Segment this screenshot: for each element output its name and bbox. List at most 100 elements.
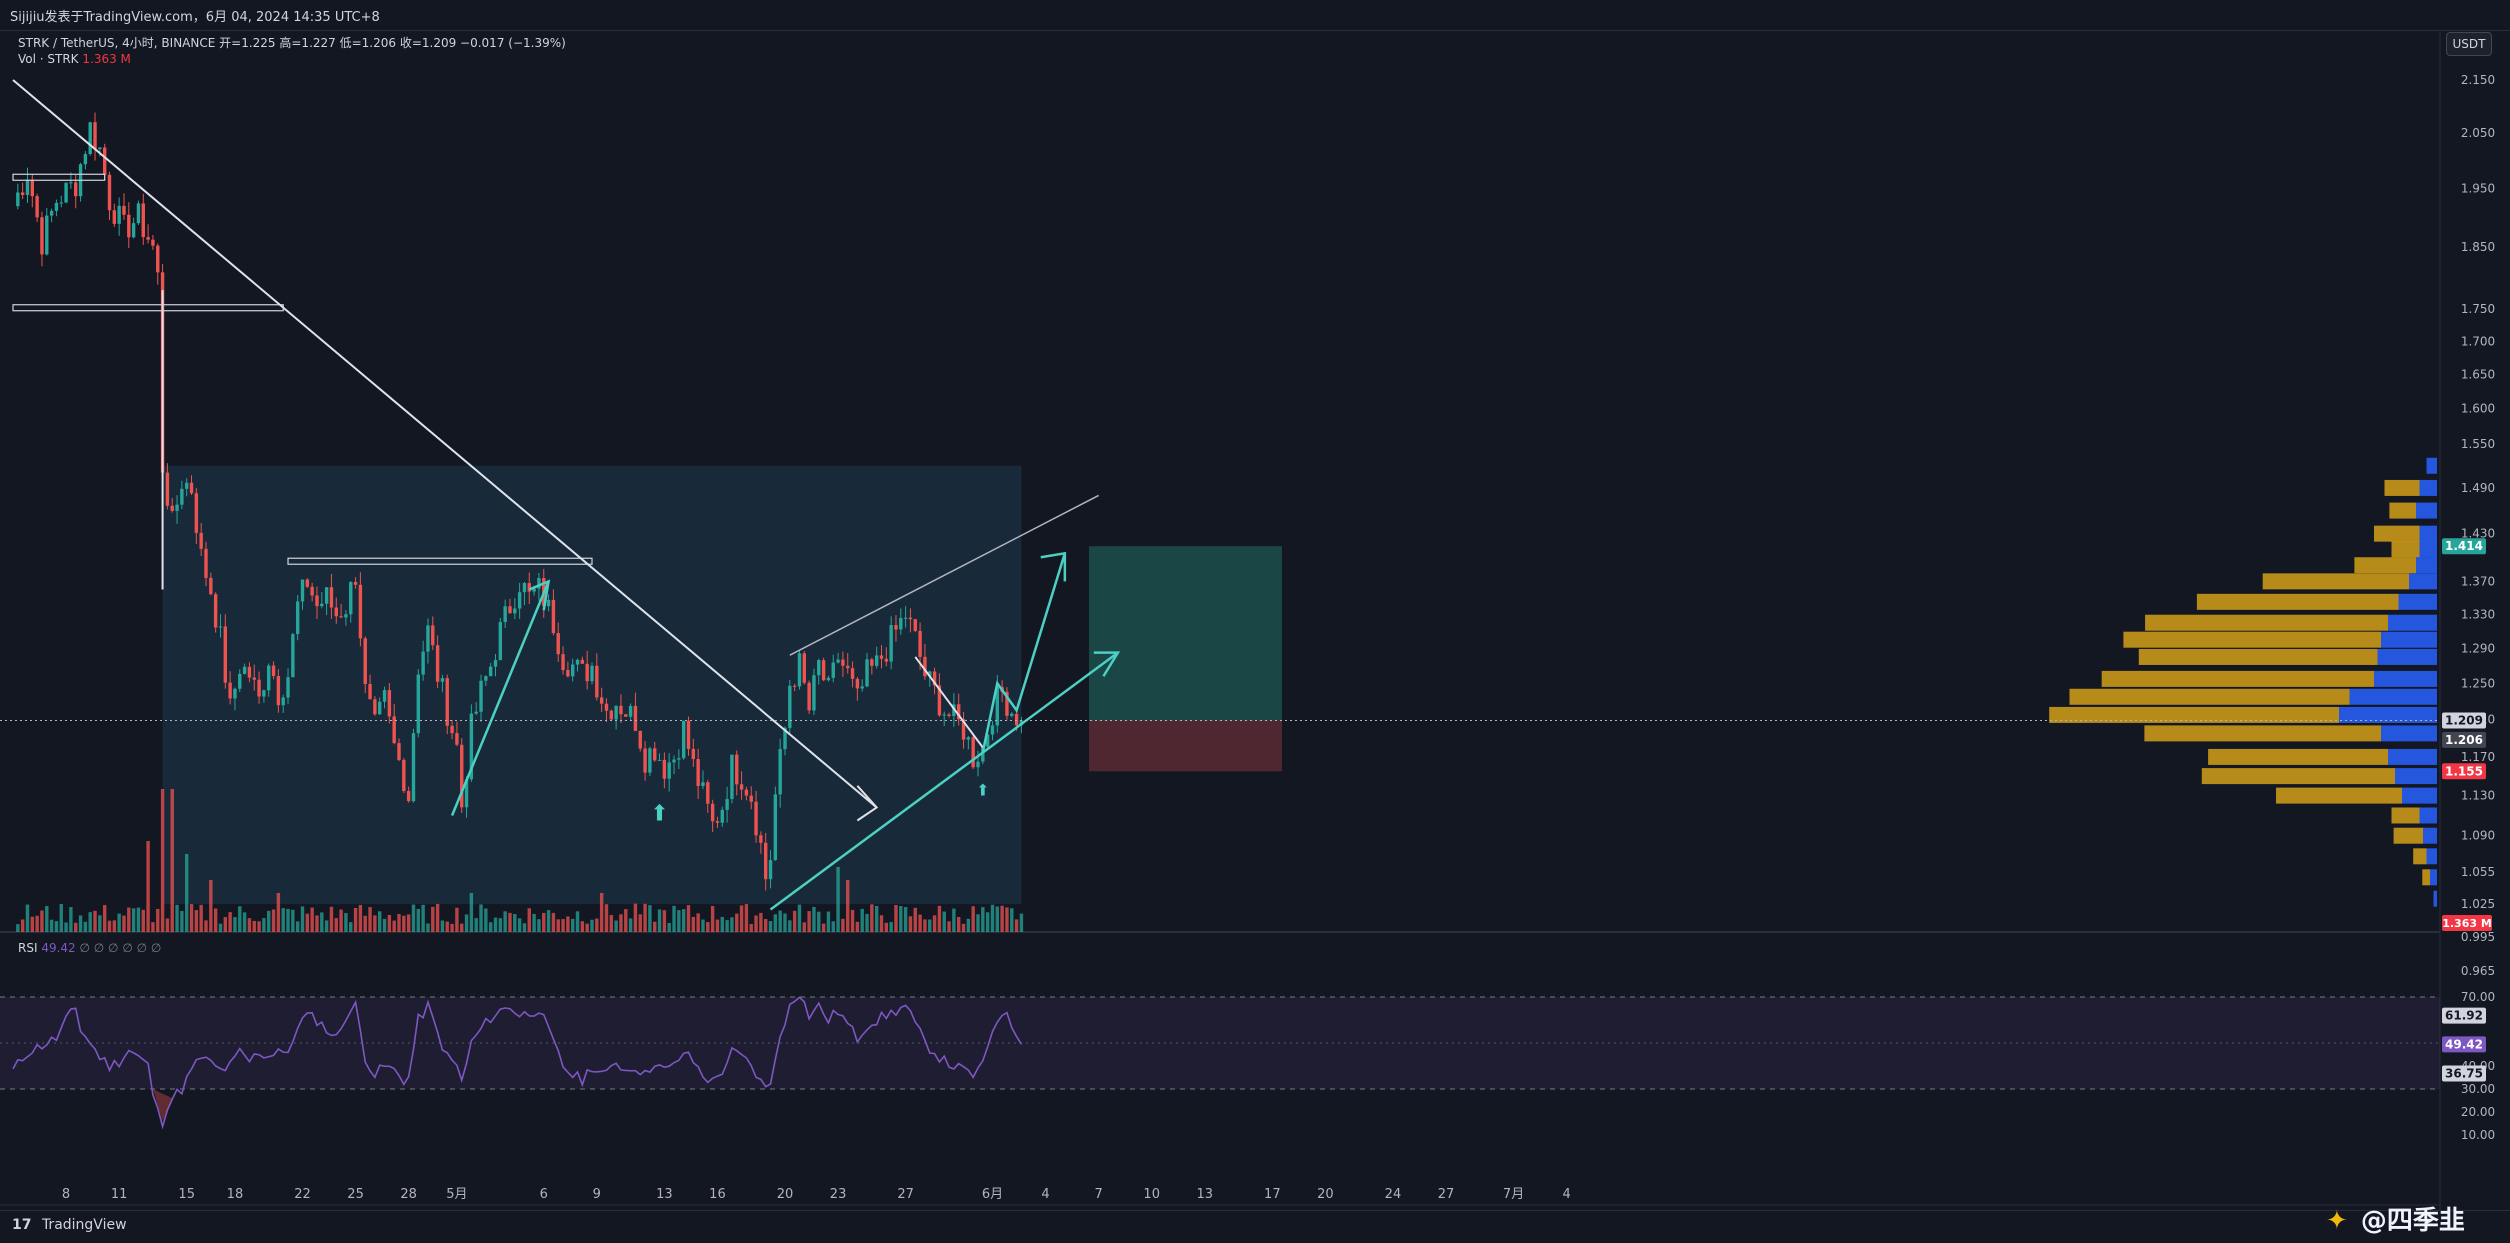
price-tick-label: 1.950 [2461, 182, 2495, 196]
candle [527, 583, 531, 592]
candle [83, 154, 88, 165]
volume-bar [209, 880, 213, 932]
volume-bar [40, 910, 44, 932]
volume-bar [334, 918, 338, 932]
volume-profile-bar [2395, 768, 2437, 785]
volume-bar [488, 922, 493, 932]
volume-profile-bar [2419, 479, 2437, 496]
volume-bar [580, 921, 585, 932]
candle [305, 579, 310, 587]
rsi-value-label: 61.92 [2445, 1009, 2483, 1023]
candle [74, 182, 78, 197]
candle [976, 761, 980, 768]
candle [69, 182, 73, 184]
volume-bar [146, 841, 150, 932]
candle [479, 680, 483, 712]
rsi-legend[interactable]: RSI 49.42 ∅ ∅ ∅ ∅ ∅ ∅ [18, 941, 161, 955]
candle [397, 743, 401, 760]
candle [599, 697, 604, 704]
volume-bar [127, 907, 131, 932]
candle [387, 690, 392, 717]
candle [575, 659, 580, 665]
volume-bar [990, 904, 995, 932]
volume-bar [667, 922, 671, 932]
price-label-box [2442, 731, 2486, 748]
candle [503, 606, 507, 623]
volume-bar [397, 914, 401, 932]
volume-bar [315, 915, 319, 932]
volume-bar [981, 907, 985, 932]
rsi-tick-label: 20.00 [2461, 1105, 2495, 1119]
volume-bar [189, 904, 194, 932]
candle [262, 690, 266, 697]
volume-profile-bar [2391, 807, 2420, 824]
price-tick-label: 1.290 [2461, 641, 2495, 655]
candle [923, 656, 927, 677]
volume-bar [474, 918, 478, 932]
volume-bar [49, 919, 54, 932]
volume-bar [88, 912, 92, 932]
volume-bar [874, 905, 879, 932]
tradingview-brand[interactable]: 17 TradingView [12, 1217, 127, 1233]
candle [773, 794, 778, 861]
candle [701, 782, 705, 787]
volume-bar [561, 919, 565, 932]
volume-bar [604, 904, 609, 932]
volume-bar [484, 908, 488, 932]
volume-bar [382, 918, 387, 932]
candle [985, 734, 990, 747]
rsi-label: RSI [18, 941, 38, 955]
price-tick-label: 1.550 [2461, 437, 2495, 451]
candle [402, 759, 406, 792]
volume-bar [291, 909, 295, 932]
volume-bar [961, 923, 966, 932]
candle [913, 619, 917, 631]
volume-bar [899, 906, 903, 932]
volume-bar [879, 915, 884, 932]
candle [460, 744, 464, 808]
volume-bar [411, 904, 416, 932]
volume-bar [735, 913, 739, 932]
volume-bar [406, 914, 411, 932]
volume-bar [508, 912, 512, 932]
volume-profile-bar [2430, 869, 2437, 886]
volume-bar [329, 906, 334, 932]
volume-bar [445, 921, 449, 932]
volume-profile-bar [2388, 614, 2437, 631]
volume-bar [358, 904, 363, 932]
volume-bar [947, 921, 951, 932]
volume-bar [730, 917, 734, 932]
volume-bar [739, 905, 744, 932]
candle [450, 725, 454, 734]
volume-profile-bar [2391, 541, 2420, 558]
volume-profile-bar [2389, 502, 2416, 519]
candle [788, 685, 792, 728]
volume-bar [788, 920, 792, 932]
candle [59, 202, 63, 204]
volume-profile-bar [2144, 725, 2381, 742]
candle [440, 678, 445, 682]
candle [624, 714, 628, 717]
candle [783, 727, 787, 750]
volume-bar [320, 912, 324, 932]
time-tick-label: 8 [62, 1187, 70, 1202]
symbol-legend[interactable]: STRK / TetherUS, 4小时, BINANCE 开=1.225 高=… [18, 34, 566, 51]
currency-button[interactable]: USDT [2446, 32, 2492, 56]
volume-profile-bar [2145, 614, 2388, 631]
publish-info: Sijijiu发表于TradingView.com，6月 04, 2024 14… [10, 10, 380, 25]
candle [339, 616, 343, 618]
volume-bar [773, 914, 778, 932]
downtrend-line [12, 79, 878, 809]
candle [35, 196, 39, 218]
volume-bar [464, 914, 469, 932]
candle [54, 202, 59, 211]
volume-bar [884, 922, 889, 932]
support-trend-line [769, 651, 1119, 911]
volume-legend[interactable]: Vol · STRK 1.363 M [18, 52, 131, 66]
volume-bar [353, 907, 358, 932]
support-arrowhead [1093, 651, 1121, 677]
volume-bar [517, 918, 522, 932]
volume-bar [681, 909, 686, 932]
candle [204, 548, 208, 578]
